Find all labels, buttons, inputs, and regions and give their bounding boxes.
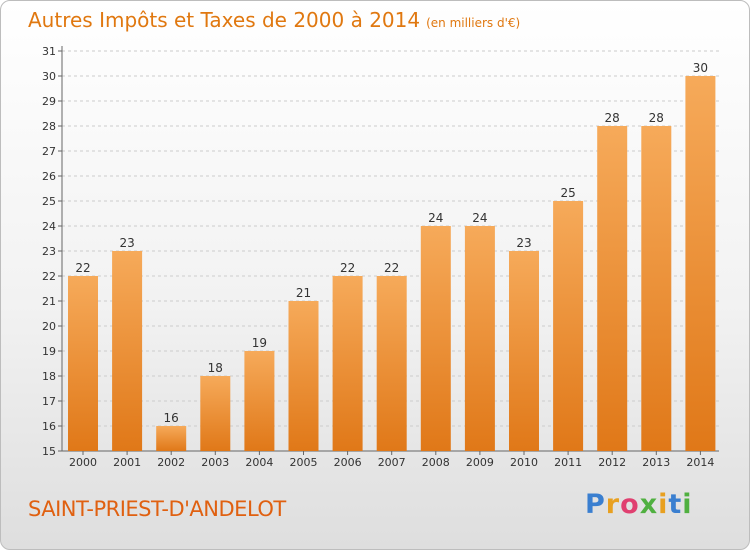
data-label: 22 [384,261,399,275]
bar [156,426,187,451]
x-tick-label: 2011 [554,456,582,469]
chart-unit-note: (en milliers d'€) [426,16,521,30]
y-tick-label: 21 [42,295,56,308]
data-label: 24 [428,211,443,225]
bar [597,126,628,451]
y-tick-label: 20 [42,320,56,333]
x-tick-label: 2007 [378,456,406,469]
bar [420,226,451,451]
data-label: 28 [605,111,620,125]
data-label: 25 [560,186,575,200]
y-tick-label: 27 [42,145,56,158]
data-label: 21 [296,286,311,300]
commune-name: SAINT-PRIEST-D'ANDELOT [28,497,286,521]
data-label: 19 [252,336,267,350]
logo-letter: P [585,489,606,520]
y-tick-label: 16 [42,420,56,433]
data-label: 24 [472,211,487,225]
x-tick-label: 2005 [290,456,318,469]
x-tick-label: 2012 [598,456,626,469]
data-label: 28 [649,111,664,125]
data-label: 30 [693,61,708,75]
bar [553,201,584,451]
data-label: 16 [164,411,179,425]
bar [288,301,319,451]
x-tick-label: 2004 [245,456,273,469]
bar [112,251,143,451]
x-tick-label: 2008 [422,456,450,469]
data-label: 23 [516,236,531,250]
y-tick-label: 15 [42,445,56,458]
proxiti-logo: Proxiti [585,489,693,520]
y-tick-label: 29 [42,95,56,108]
logo-letter: t [668,489,683,520]
logo-letter: i [682,489,693,520]
x-tick-label: 2006 [334,456,362,469]
bar [685,76,716,451]
y-tick-label: 17 [42,395,56,408]
y-tick-label: 24 [42,220,56,233]
bar [641,126,672,451]
bar [376,276,407,451]
chart-title-text: Autres Impôts et Taxes de 2000 à 2014 [28,8,421,32]
y-tick-label: 31 [42,45,56,58]
bar [200,376,231,451]
y-tick-label: 28 [42,120,56,133]
y-tick-label: 23 [42,245,56,258]
logo-letter: r [605,489,621,520]
bar [68,276,98,451]
x-tick-label: 2013 [642,456,670,469]
bar [464,226,495,451]
y-tick-label: 25 [42,195,56,208]
chart-title: Autres Impôts et Taxes de 2000 à 2014 (en… [28,8,520,32]
data-label: 23 [119,236,134,250]
logo-letter: x [639,489,659,520]
x-tick-label: 2002 [157,456,185,469]
x-tick-label: 2009 [466,456,494,469]
bar [244,351,275,451]
data-label: 22 [75,261,90,275]
y-tick-label: 18 [42,370,56,383]
bar [509,251,539,451]
y-tick-label: 26 [42,170,56,183]
bar [332,276,363,451]
y-tick-label: 19 [42,345,56,358]
x-tick-label: 2010 [510,456,538,469]
logo-letter: o [620,489,640,520]
y-tick-label: 30 [42,70,56,83]
logo-letter: i [658,489,669,520]
x-tick-label: 2003 [201,456,229,469]
y-tick-label: 22 [42,270,56,283]
x-tick-label: 2001 [113,456,141,469]
x-tick-label: 2014 [686,456,714,469]
data-label: 22 [340,261,355,275]
x-tick-label: 2000 [69,456,97,469]
data-label: 18 [208,361,223,375]
